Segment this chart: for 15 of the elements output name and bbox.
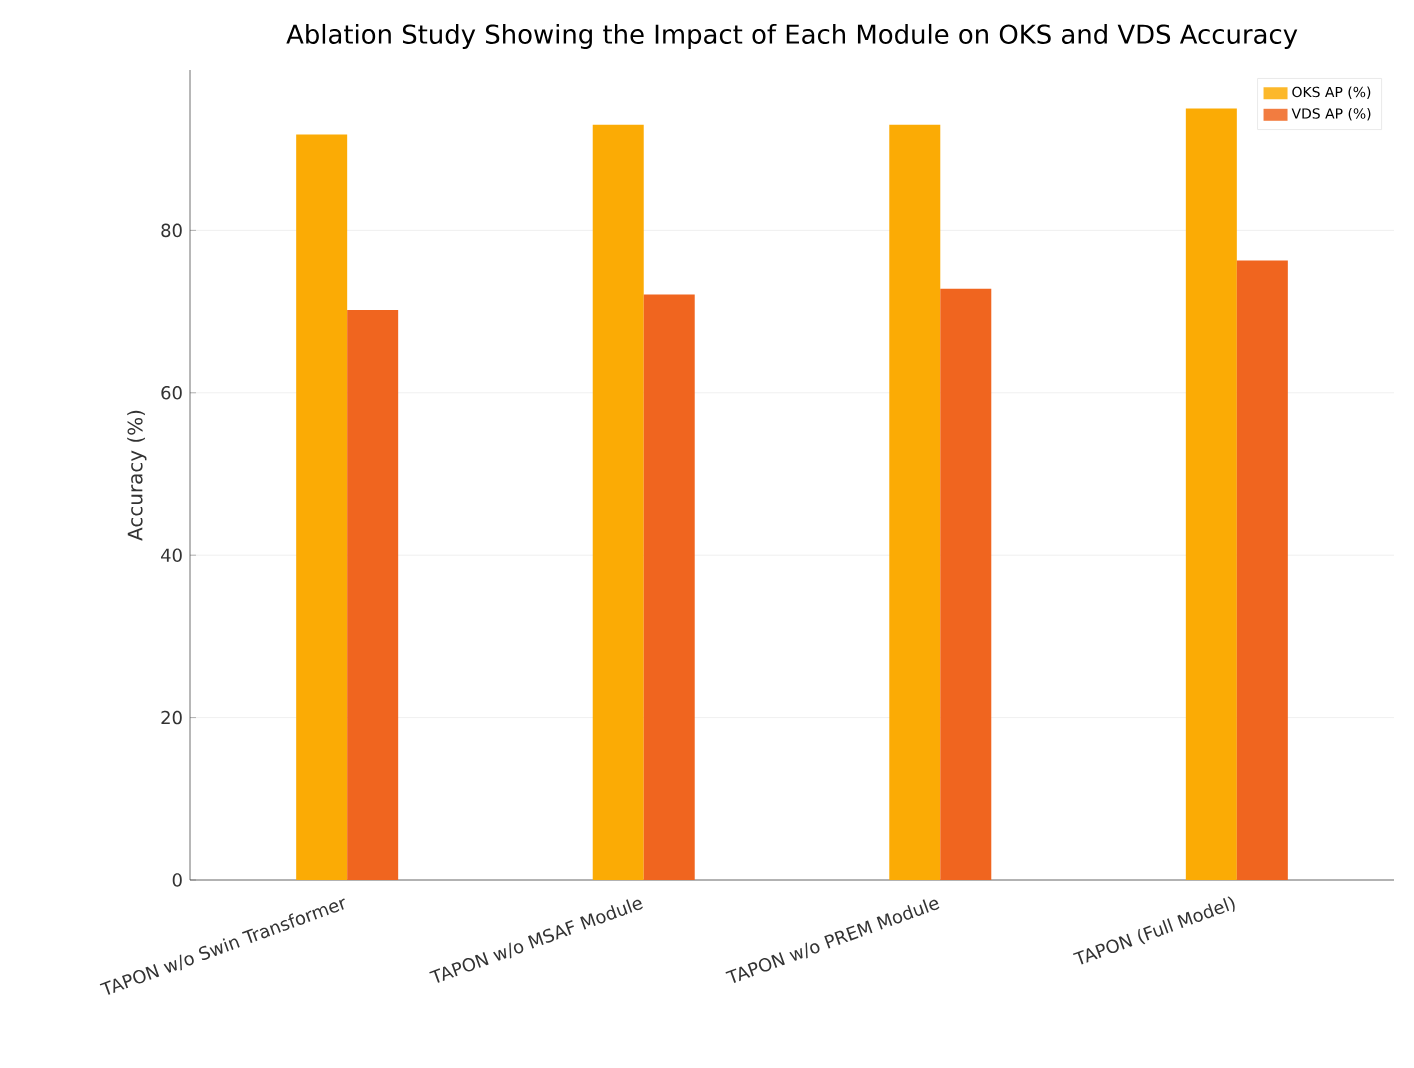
bar	[1236, 260, 1288, 880]
bar	[592, 124, 644, 880]
bar	[643, 294, 695, 880]
bar	[296, 134, 348, 880]
y-tick-label: 80	[161, 223, 182, 238]
y-tick-label: 20	[161, 710, 182, 725]
bar	[889, 124, 941, 880]
bar	[347, 309, 399, 880]
bar	[1185, 108, 1237, 880]
y-tick-label: 60	[161, 386, 182, 400]
y-tick-label: 0	[172, 873, 182, 887]
y-axis-title: Accuracy (%)	[127, 410, 147, 541]
y-tick-label: 40	[161, 548, 182, 562]
chart-title: Ablation Study Showing the Impact of Each Module on OKS and VDS Accuracy	[286, 23, 1298, 49]
bar	[940, 288, 992, 880]
